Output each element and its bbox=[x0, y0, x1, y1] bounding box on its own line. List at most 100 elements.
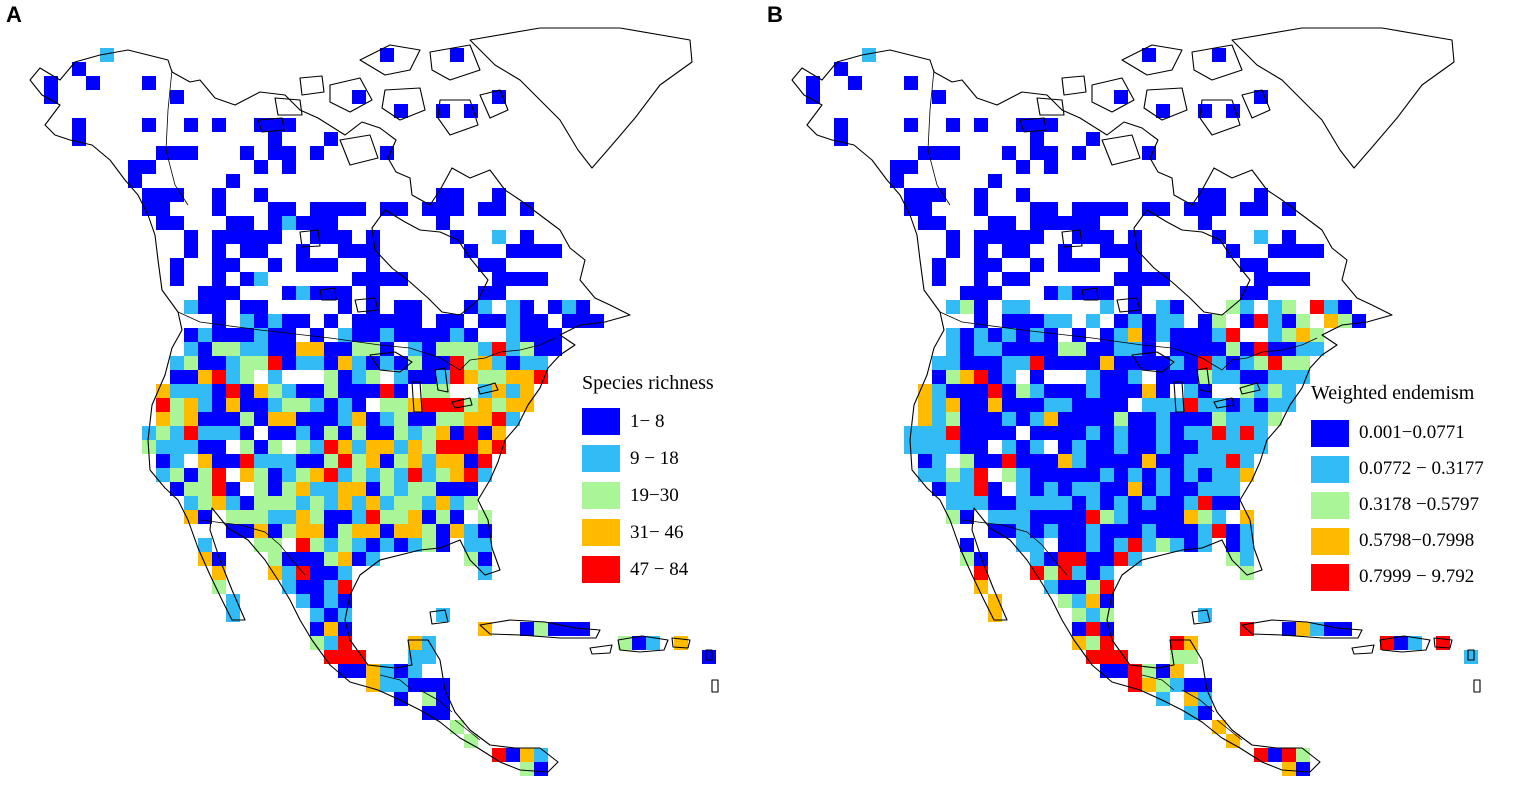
grid-cell bbox=[240, 272, 254, 286]
grid-cell bbox=[1086, 636, 1100, 650]
grid-cell bbox=[1044, 580, 1058, 594]
grid-cell bbox=[184, 496, 198, 510]
caribbean-island-outline bbox=[589, 644, 613, 655]
grid-cell bbox=[226, 286, 240, 300]
grid-cell bbox=[946, 482, 960, 496]
grid-cell bbox=[904, 202, 918, 216]
grid-cell bbox=[436, 524, 450, 538]
lake-outline bbox=[319, 287, 337, 301]
grid-cell bbox=[226, 356, 240, 370]
grid-cell bbox=[974, 552, 988, 566]
grid-cell bbox=[1114, 468, 1128, 482]
grid-cell bbox=[1030, 146, 1044, 160]
grid-cell bbox=[1030, 524, 1044, 538]
grid-cell bbox=[450, 524, 464, 538]
national-borders bbox=[927, 69, 1318, 741]
grid-cell bbox=[1128, 314, 1142, 328]
hudson-bay-outline bbox=[371, 209, 489, 316]
grid-cell bbox=[946, 118, 960, 132]
grid-cell bbox=[1254, 258, 1268, 272]
grid-cell bbox=[240, 398, 254, 412]
grid-cell bbox=[1156, 496, 1170, 510]
grid-cell bbox=[310, 202, 324, 216]
grid-cell bbox=[1240, 342, 1254, 356]
grid-cell bbox=[492, 230, 506, 244]
grid-cell bbox=[1044, 398, 1058, 412]
border-line bbox=[199, 519, 306, 576]
legend-swatch bbox=[1311, 527, 1349, 555]
grid-cell bbox=[534, 314, 548, 328]
grid-cell bbox=[1086, 258, 1100, 272]
grid-cell bbox=[918, 412, 932, 426]
grid-cell bbox=[240, 342, 254, 356]
grid-cell bbox=[422, 706, 436, 720]
grid-cell bbox=[1198, 412, 1212, 426]
grid-cell bbox=[1086, 482, 1100, 496]
border-line bbox=[1181, 689, 1215, 713]
grid-cell bbox=[128, 160, 142, 174]
grid-cell bbox=[366, 272, 380, 286]
grid-cell bbox=[1100, 454, 1114, 468]
grid-cell bbox=[184, 146, 198, 160]
lake-outline bbox=[451, 397, 473, 409]
grid-cell bbox=[198, 286, 212, 300]
grid-cell bbox=[282, 468, 296, 482]
grid-cell bbox=[1226, 342, 1240, 356]
grid-cell bbox=[394, 454, 408, 468]
grid-cell bbox=[1030, 538, 1044, 552]
grid-cell bbox=[338, 664, 352, 678]
grid-cell bbox=[1170, 314, 1184, 328]
legend-item: 0.001−0.0771 bbox=[1311, 415, 1484, 451]
grid-cell bbox=[960, 356, 974, 370]
grid-cell bbox=[198, 384, 212, 398]
grid-cell bbox=[282, 566, 296, 580]
grid-cell bbox=[1030, 426, 1044, 440]
grid-cell bbox=[492, 188, 506, 202]
grid-cell bbox=[1030, 356, 1044, 370]
island-outline bbox=[1036, 97, 1065, 116]
grid-cell bbox=[534, 370, 548, 384]
island-outline bbox=[1121, 44, 1183, 76]
grid-cell bbox=[422, 342, 436, 356]
grid-cell bbox=[1114, 524, 1128, 538]
grid-cell bbox=[1128, 552, 1142, 566]
grid-cell bbox=[1184, 356, 1198, 370]
grid-cell bbox=[394, 510, 408, 524]
grid-cell bbox=[1072, 496, 1086, 510]
grid-cell bbox=[436, 692, 450, 706]
grid-cell bbox=[338, 482, 352, 496]
grid-cell bbox=[1086, 398, 1100, 412]
grid-cell bbox=[1072, 552, 1086, 566]
grid-cell bbox=[1072, 566, 1086, 580]
grid-cell bbox=[974, 580, 988, 594]
island-outline bbox=[1091, 77, 1135, 113]
grid-cell bbox=[1184, 678, 1198, 692]
legend-swatch bbox=[1311, 419, 1349, 447]
grid-cell bbox=[324, 384, 338, 398]
legend-swatch bbox=[582, 519, 620, 546]
grid-cell bbox=[1072, 356, 1086, 370]
grid-cell bbox=[408, 440, 422, 454]
grid-cell bbox=[338, 608, 352, 622]
grid-cell bbox=[1114, 314, 1128, 328]
grid-cell bbox=[296, 454, 310, 468]
caribbean-island-outline bbox=[1241, 619, 1363, 639]
grid-cell bbox=[352, 664, 366, 678]
grid-cell bbox=[338, 202, 352, 216]
grid-cell bbox=[352, 202, 366, 216]
grid-cell bbox=[254, 482, 268, 496]
grid-cell bbox=[422, 356, 436, 370]
grid-cell bbox=[142, 160, 156, 174]
grid-cell bbox=[310, 398, 324, 412]
grid-cell bbox=[352, 342, 366, 356]
grid-cell bbox=[1352, 314, 1366, 328]
grid-cell bbox=[1240, 454, 1254, 468]
grid-cell bbox=[1044, 566, 1058, 580]
grid-cell bbox=[1226, 440, 1240, 454]
grid-cell bbox=[296, 580, 310, 594]
grid-cell bbox=[1142, 314, 1156, 328]
species-richness-map bbox=[29, 27, 719, 776]
grid-cell bbox=[366, 244, 380, 258]
grid-cell bbox=[338, 426, 352, 440]
grid-cell bbox=[240, 356, 254, 370]
